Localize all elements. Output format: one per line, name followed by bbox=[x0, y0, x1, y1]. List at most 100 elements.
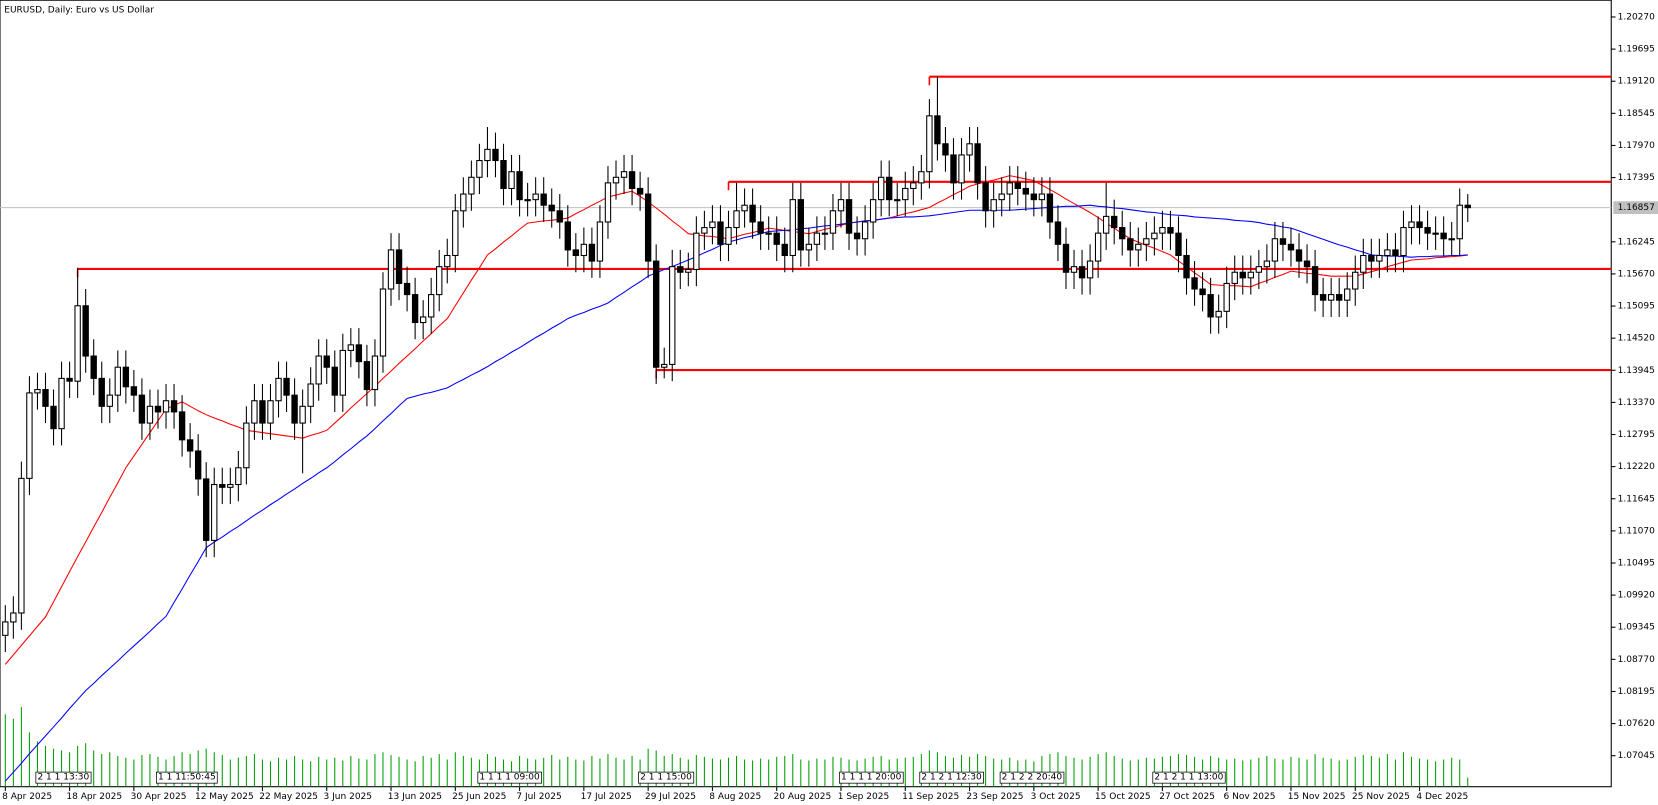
x-tick-label: 22 May 2025 bbox=[259, 792, 318, 802]
candle-body bbox=[829, 210, 837, 234]
plot-frame bbox=[0, 0, 1612, 788]
candle-body bbox=[548, 204, 555, 212]
candle-body bbox=[1239, 271, 1246, 279]
chart-title: EURUSD, Daily: Euro vs US Dollar bbox=[4, 5, 154, 15]
candle-body bbox=[1143, 238, 1150, 245]
candle-body bbox=[403, 282, 411, 296]
y-tick-label: 1.11645 bbox=[1618, 494, 1655, 504]
candle-body bbox=[1119, 227, 1126, 240]
candle-body bbox=[532, 193, 539, 201]
candle-body bbox=[194, 450, 202, 480]
candle-body bbox=[1456, 204, 1463, 240]
candle-body bbox=[484, 148, 491, 162]
candle-body bbox=[419, 316, 427, 324]
y-tick-label: 1.20270 bbox=[1618, 12, 1656, 22]
candle-body bbox=[789, 199, 796, 257]
candle-body bbox=[476, 160, 483, 178]
candle-body bbox=[1327, 294, 1335, 301]
y-tick-label: 1.11070 bbox=[1618, 526, 1656, 536]
candle-body bbox=[950, 154, 957, 184]
candle-body bbox=[170, 400, 178, 413]
candle-body bbox=[428, 294, 435, 318]
candle-body bbox=[283, 377, 290, 396]
candle-body bbox=[42, 389, 49, 407]
candle-body bbox=[998, 193, 1005, 201]
candle-body bbox=[1135, 243, 1142, 251]
candle-body bbox=[26, 392, 33, 479]
candle-body bbox=[902, 187, 909, 201]
candle-body bbox=[661, 363, 668, 368]
y-tick-label: 1.15095 bbox=[1618, 302, 1655, 312]
candle-body bbox=[379, 288, 387, 357]
candle-body bbox=[837, 199, 845, 212]
candle-body bbox=[1030, 193, 1038, 201]
candle-body bbox=[130, 386, 138, 396]
candle-body bbox=[853, 232, 861, 240]
candle-body bbox=[564, 221, 571, 251]
candle-body bbox=[813, 232, 821, 245]
x-tick-label: 27 Oct 2025 bbox=[1159, 792, 1215, 802]
candle-body bbox=[154, 405, 162, 413]
event-marker: 1 1 1 1 20:00 bbox=[841, 773, 902, 783]
candle-body bbox=[757, 221, 764, 234]
x-tick-label: 8 Aug 2025 bbox=[709, 792, 761, 802]
candle-body bbox=[186, 439, 194, 452]
x-tick-label: 29 Jul 2025 bbox=[645, 792, 696, 802]
candle-body bbox=[869, 199, 877, 223]
candle-body bbox=[1448, 238, 1455, 241]
y-tick-label: 1.14520 bbox=[1618, 334, 1656, 344]
candle-body bbox=[966, 143, 973, 156]
candle-body bbox=[58, 377, 65, 430]
candle-body bbox=[1223, 282, 1230, 312]
candle-body bbox=[243, 422, 250, 469]
candle-body bbox=[821, 232, 829, 235]
candle-body bbox=[460, 193, 467, 212]
candle-body bbox=[1038, 193, 1046, 201]
x-tick-label: 17 Jul 2025 bbox=[581, 792, 632, 802]
candle-body bbox=[934, 115, 941, 145]
candle-body bbox=[219, 483, 226, 488]
x-tick-label: 25 Jun 2025 bbox=[452, 792, 506, 802]
candle-body bbox=[1070, 266, 1078, 273]
candle-body bbox=[138, 394, 146, 424]
candle-body bbox=[652, 260, 660, 368]
candle-body bbox=[693, 232, 700, 270]
candle-body bbox=[596, 221, 604, 262]
candle-body bbox=[395, 249, 403, 284]
candle-body bbox=[773, 232, 780, 245]
candle-body bbox=[299, 405, 306, 424]
candle-body bbox=[1336, 294, 1343, 301]
candle-body bbox=[1022, 187, 1029, 195]
candle-body bbox=[114, 366, 121, 396]
candle-body bbox=[500, 160, 507, 189]
candle-body bbox=[339, 349, 346, 396]
candle-body bbox=[709, 221, 716, 229]
event-marker-box bbox=[156, 771, 218, 784]
candle-body bbox=[363, 361, 371, 391]
candle-body bbox=[845, 199, 853, 234]
candle-body bbox=[1191, 277, 1198, 290]
candle-body bbox=[1159, 227, 1166, 234]
y-tick-label: 1.13370 bbox=[1618, 398, 1656, 408]
candle-body bbox=[18, 477, 25, 614]
candle-body bbox=[1231, 271, 1238, 284]
candle-body bbox=[323, 355, 330, 368]
y-tick-label: 1.12795 bbox=[1618, 430, 1655, 440]
event-marker-box bbox=[919, 771, 984, 784]
candle-body bbox=[1127, 238, 1134, 251]
candle-body bbox=[1271, 238, 1279, 262]
candle-body bbox=[1360, 254, 1367, 273]
candle-body bbox=[572, 249, 580, 257]
candle-body bbox=[1151, 232, 1158, 240]
x-tick-label: 3 Oct 2025 bbox=[1031, 792, 1081, 802]
candle-body bbox=[1111, 215, 1118, 229]
last-price-box bbox=[1613, 201, 1658, 215]
event-marker-box bbox=[999, 771, 1065, 784]
candle-body bbox=[677, 266, 684, 273]
candle-body bbox=[1440, 232, 1447, 240]
candle-body bbox=[942, 143, 949, 156]
candle-body bbox=[886, 176, 893, 201]
candle-body bbox=[612, 176, 620, 184]
candle-body bbox=[749, 204, 756, 223]
candle-body bbox=[685, 268, 692, 273]
